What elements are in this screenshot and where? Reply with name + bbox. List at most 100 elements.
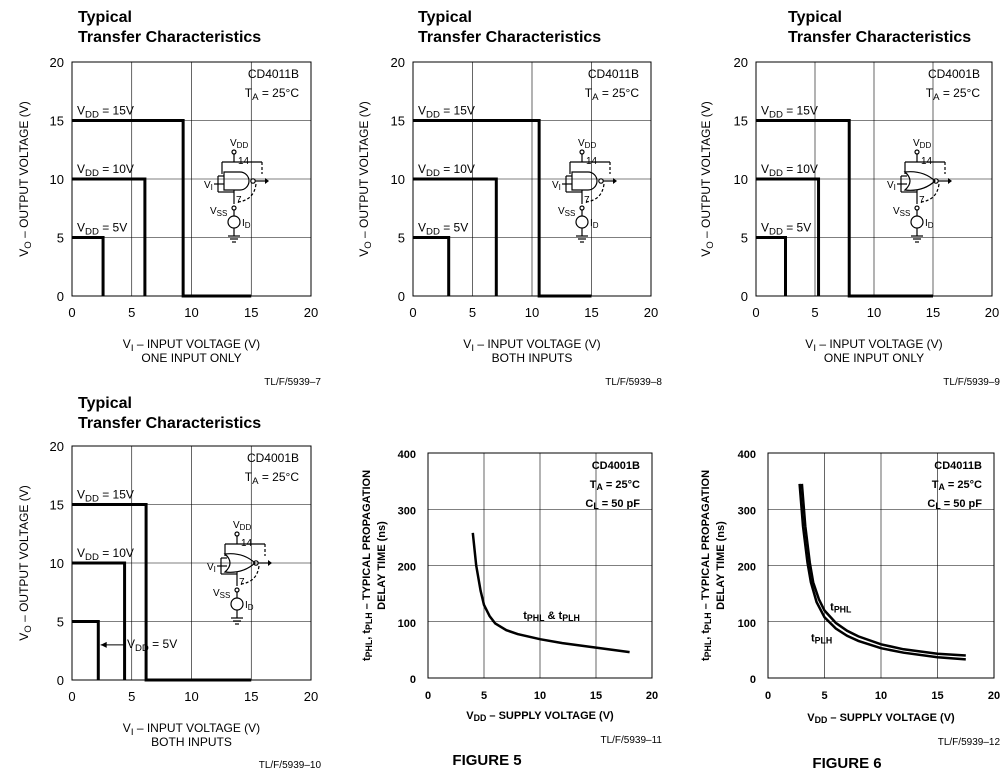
x-tick-label: 20 <box>988 690 1000 702</box>
y-tick-label: 200 <box>738 562 756 574</box>
x-tick-label: 0 <box>425 690 431 702</box>
chart-title: Transfer Characteristics <box>788 29 971 46</box>
circuit-vi-label: VI <box>207 562 216 574</box>
series-label: VDD = 15V <box>761 104 818 121</box>
series-line <box>72 236 105 296</box>
series-label: VDD = 15V <box>77 104 134 121</box>
y-tick-label: 15 <box>50 114 64 129</box>
plot-frame <box>427 452 653 679</box>
y-tick-label: 0 <box>57 673 64 688</box>
series-label: tPHL <box>830 602 852 615</box>
circuit-vi-label: VI <box>552 180 561 192</box>
series-label: VDD = 10V <box>761 162 818 179</box>
chart-panel-3: Typical Transfer Characteristics 0 5 10 15 20 0… <box>699 9 1000 388</box>
x-tick-label: 20 <box>304 689 318 704</box>
circuit-vdd-label: VDD <box>233 520 251 532</box>
figure-reference: TL/F/5939–12 <box>938 737 1001 748</box>
x-axis-sublabel: ONE INPUT ONLY <box>824 351 924 365</box>
y-tick-label: 0 <box>57 289 64 304</box>
figure-reference: TL/F/5939–7 <box>264 377 321 388</box>
x-tick-label: 15 <box>584 305 598 320</box>
chart-annotation: CD4001B <box>247 451 299 465</box>
chart-annotation: CD4011B <box>588 67 639 81</box>
y-axis-label: VO – OUTPUT VOLTAGE (V) <box>17 101 34 257</box>
chart-annotation: CD4001B <box>592 460 640 472</box>
figure-caption: FIGURE 5 <box>452 752 521 769</box>
y-tick-label: 20 <box>50 55 64 70</box>
y-tick-label: 400 <box>398 449 416 461</box>
chart-annotation: CL = 50 pF <box>927 498 982 511</box>
series-label: VDD = 10V <box>418 162 475 179</box>
circuit-vi-label: VI <box>204 180 213 192</box>
series-line <box>798 483 966 661</box>
series-label: VDD = 10V <box>77 162 134 179</box>
x-tick-label: 5 <box>128 305 135 320</box>
x-axis-label: VI – INPUT VOLTAGE (V) <box>805 337 942 354</box>
y-tick-label: 0 <box>398 289 405 304</box>
x-axis-label: VDD – SUPPLY VOLTAGE (V) <box>466 710 614 723</box>
series-line <box>413 177 498 296</box>
series-line <box>72 620 100 680</box>
x-axis-sublabel: ONE INPUT ONLY <box>141 351 241 365</box>
x-tick-label: 0 <box>68 689 75 704</box>
y-axis-label-2: DELAY TIME (ns) <box>715 521 727 610</box>
series-line <box>471 532 630 654</box>
series-label: tPLH <box>811 632 832 645</box>
y-axis-label: VO – OUTPUT VOLTAGE (V) <box>699 101 716 257</box>
y-tick-label: 5 <box>57 615 64 630</box>
y-tick-label: 10 <box>50 556 64 571</box>
figure-reference: TL/F/5939–8 <box>605 377 662 388</box>
circuit-vss-label: VSS <box>213 588 230 600</box>
chart-panel-2: Typical Transfer Characteristics 0 5 10 15 20 0… <box>357 9 662 388</box>
figure-reference: TL/F/5939–11 <box>600 735 662 746</box>
circuit-id-label: ID <box>245 600 254 612</box>
x-tick-label: 20 <box>644 305 658 320</box>
chart-annotation: TA = 25°C <box>590 479 640 492</box>
x-tick-label: 10 <box>867 305 881 320</box>
y-tick-label: 15 <box>50 498 64 513</box>
plot-frame <box>767 452 995 679</box>
y-axis-label: tPHL, tPLH – TYPICAL PROPAGATION <box>700 470 713 661</box>
y-tick-label: 100 <box>738 618 756 630</box>
y-tick-label: 20 <box>391 55 405 70</box>
series-line <box>413 119 592 298</box>
series-line <box>756 177 821 296</box>
y-tick-label: 10 <box>50 172 64 187</box>
y-tick-label: 0 <box>410 674 416 686</box>
x-axis-label: VDD – SUPPLY VOLTAGE (V) <box>807 712 955 725</box>
series-label: VDD = 5V <box>761 221 811 238</box>
x-tick-label: 0 <box>752 305 759 320</box>
figure-reference: TL/F/5939–10 <box>259 760 322 771</box>
x-axis-label: VI – INPUT VOLTAGE (V) <box>123 337 260 354</box>
x-axis-sublabel: BOTH INPUTS <box>151 735 232 749</box>
y-tick-label: 20 <box>50 439 64 454</box>
chart-annotation: TA = 25°C <box>245 86 300 103</box>
y-tick-label: 300 <box>738 505 756 517</box>
x-tick-label: 15 <box>926 305 940 320</box>
x-tick-label: 15 <box>590 690 602 702</box>
circuit-vdd-label: VDD <box>913 138 931 150</box>
chart-annotation: CD4001B <box>928 67 980 81</box>
series-label: VDD = 15V <box>418 104 475 121</box>
y-tick-label: 20 <box>734 55 748 70</box>
y-axis-label: tPHL, tPLH – TYPICAL PROPAGATION <box>361 470 374 661</box>
circuit-vdd-label: VDD <box>578 138 596 150</box>
figure-reference: TL/F/5939–9 <box>943 377 1000 388</box>
y-axis-label: VO – OUTPUT VOLTAGE (V) <box>17 485 34 641</box>
circuit-id-label: ID <box>925 218 934 230</box>
y-tick-label: 300 <box>398 505 416 517</box>
series-label-vdd5: VDD = 5V <box>127 637 177 654</box>
chart-panel-1: Typical Transfer Characteristics 0 5 10 15 20 0… <box>17 9 321 388</box>
chart-title: Transfer Characteristics <box>78 415 261 432</box>
chart-title: Transfer Characteristics <box>418 29 601 46</box>
series-line <box>756 236 787 296</box>
chart-annotation: TA = 25°C <box>245 470 300 487</box>
x-tick-label: 10 <box>875 690 887 702</box>
chart-title: Transfer Characteristics <box>78 29 261 46</box>
x-tick-label: 0 <box>409 305 416 320</box>
